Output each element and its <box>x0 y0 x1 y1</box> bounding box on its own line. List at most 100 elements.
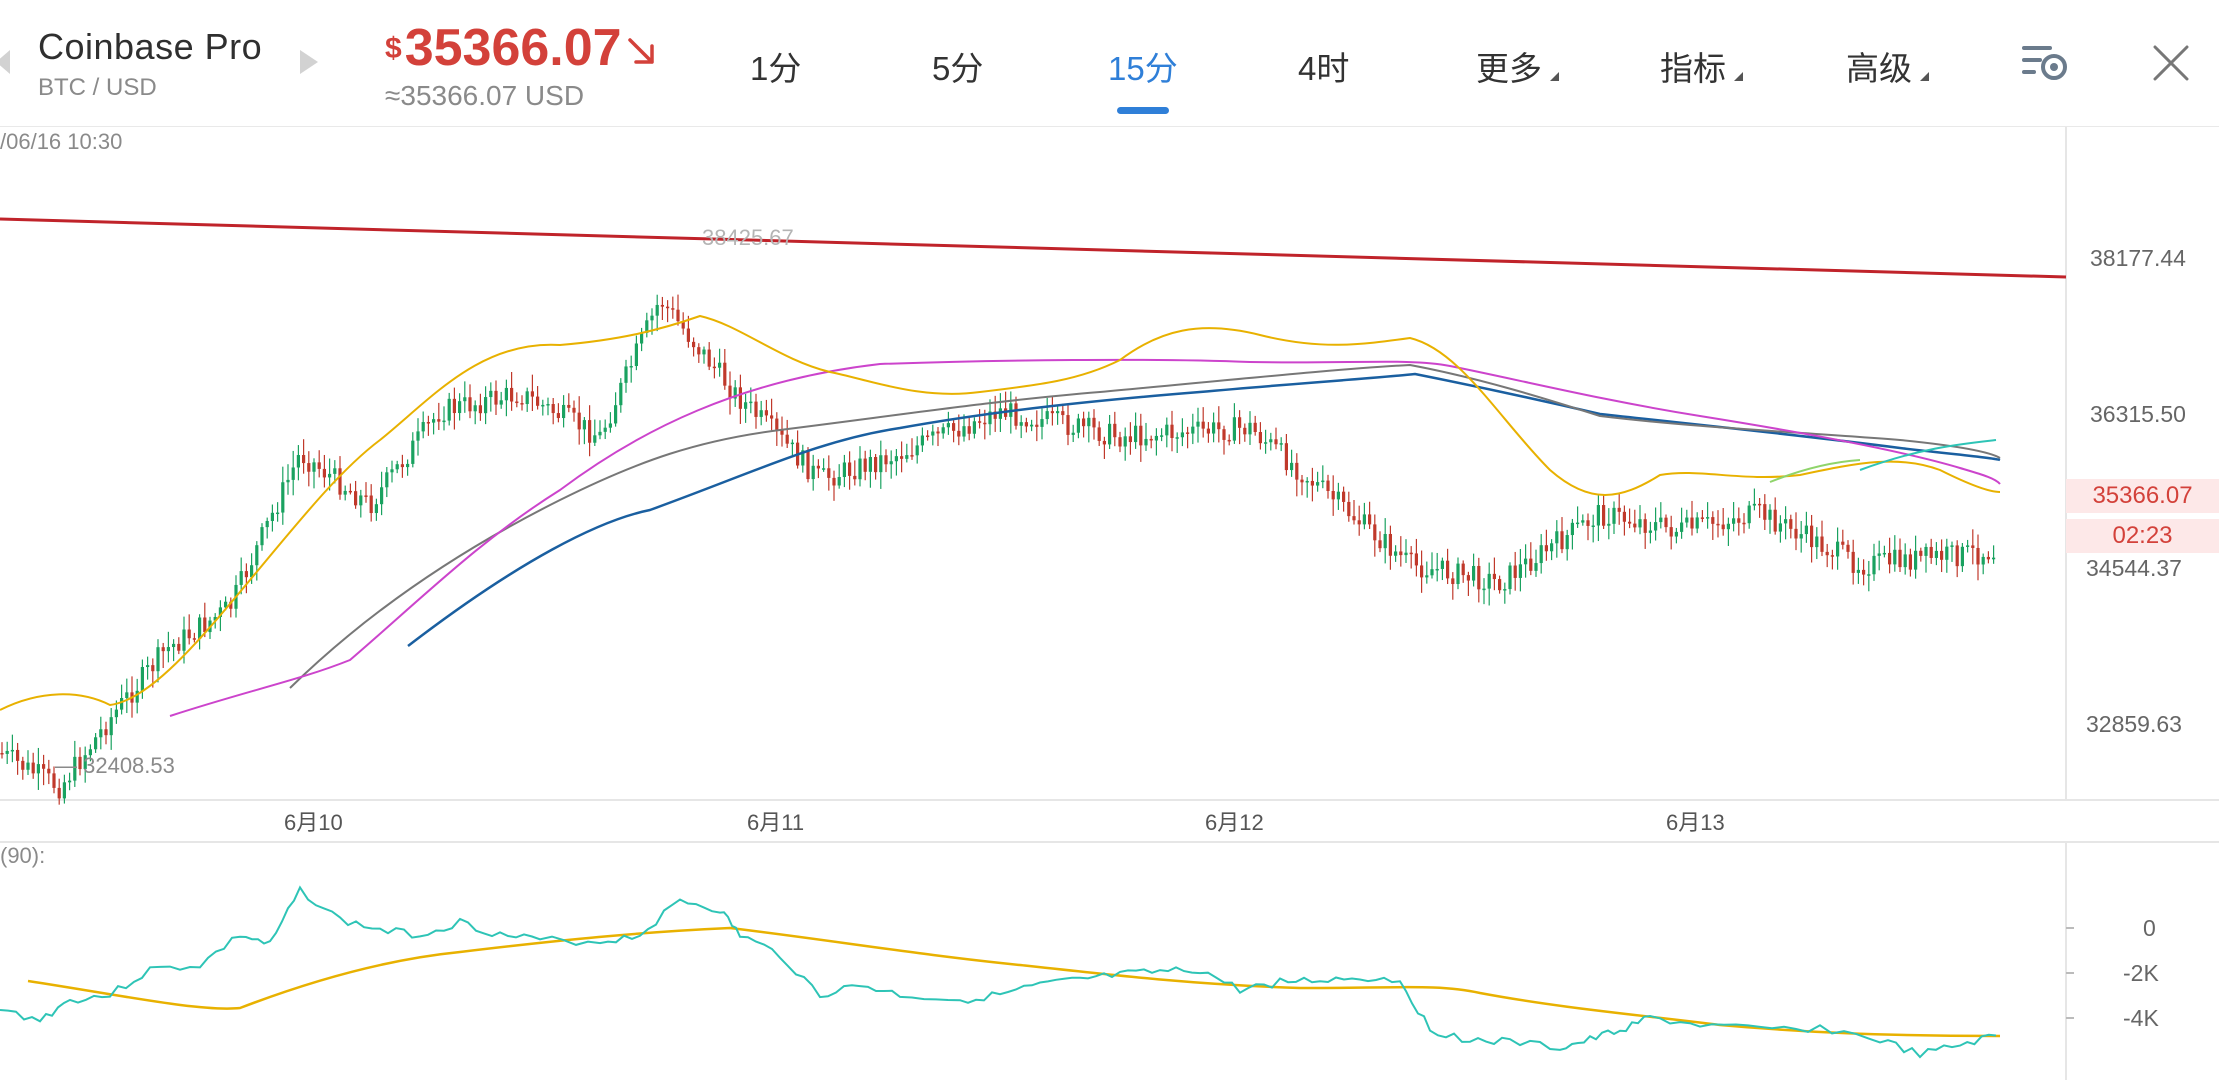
candle-body <box>120 698 124 710</box>
candle-body <box>1186 432 1190 434</box>
candle-body <box>936 431 940 434</box>
candle-body <box>879 455 883 473</box>
candle-body <box>1726 523 1730 530</box>
price-chart[interactable]: /06/16 10:30 38425.67 — 32408.53 38177.4… <box>0 127 2219 1080</box>
candle-body <box>343 490 347 495</box>
candle-body <box>1019 422 1023 426</box>
candle-body <box>359 495 363 506</box>
candle-body <box>1711 517 1715 524</box>
next-pair-icon[interactable] <box>300 50 318 74</box>
candle-body <box>187 629 191 639</box>
candle-body <box>1045 411 1049 420</box>
candle-body <box>380 487 384 505</box>
candle-body <box>842 462 846 478</box>
candle-body <box>676 309 680 322</box>
candle-body <box>1524 558 1528 565</box>
candle-body <box>1768 509 1772 520</box>
candle-body <box>1539 545 1543 564</box>
candle-body <box>1664 517 1668 528</box>
candle-body <box>1851 551 1855 573</box>
candle-body <box>1238 417 1242 428</box>
candle-body <box>1898 549 1902 568</box>
candle-body <box>1108 423 1112 445</box>
candle-body <box>551 404 555 414</box>
y-axis-label: 38177.44 <box>2090 245 2186 271</box>
candle-body <box>411 440 415 464</box>
candle-body <box>1284 443 1288 471</box>
candle-body <box>1872 555 1876 575</box>
candle-body <box>759 410 763 417</box>
candle-body <box>1440 560 1444 569</box>
candle-body <box>1602 505 1606 526</box>
indicator-y-label: -2K <box>2123 960 2159 986</box>
candle-body <box>1862 569 1866 575</box>
candle-body <box>1789 519 1793 529</box>
tab-15min[interactable]: 15分 <box>1108 50 1178 87</box>
candle-body <box>1347 501 1351 517</box>
tab-4hour[interactable]: 4时 <box>1298 50 1350 87</box>
candle-body <box>1362 514 1366 525</box>
ma-gray <box>289 363 2001 689</box>
candle-body <box>1721 524 1725 530</box>
candle-body <box>754 401 758 417</box>
candle-body <box>265 520 269 528</box>
candle-body <box>1435 568 1439 571</box>
candle-body <box>400 464 404 468</box>
candle-body <box>1570 522 1574 536</box>
candle-body <box>811 465 815 480</box>
candle-body <box>1160 435 1164 437</box>
candle-body <box>1128 436 1132 443</box>
candle-body <box>364 495 368 497</box>
candle-body <box>442 420 446 423</box>
candle-body <box>437 419 441 422</box>
tab-indicators[interactable]: 指标 <box>1660 50 1726 87</box>
candle-body <box>1295 462 1299 480</box>
candle-body <box>556 413 560 419</box>
candle-body <box>603 427 607 432</box>
candle-body <box>1248 422 1252 435</box>
y-axis-label: 32859.63 <box>2086 711 2182 737</box>
tab-more[interactable]: 更多 <box>1476 50 1542 87</box>
candle-body <box>946 423 950 428</box>
tab-1min[interactable]: 1分 <box>750 50 802 87</box>
chart-settings-icon[interactable] <box>2020 40 2070 86</box>
candle-body <box>1758 503 1762 506</box>
candle-body <box>967 426 971 434</box>
candle-body <box>1716 523 1720 526</box>
candle-body <box>296 455 300 468</box>
candle-body <box>1388 533 1392 556</box>
price-value: 35366.07 <box>404 19 622 77</box>
candle-body <box>1830 555 1834 557</box>
candle-body <box>920 435 924 446</box>
candle-body <box>1695 517 1699 529</box>
candle-body <box>686 328 690 342</box>
candle-body <box>1929 546 1933 558</box>
candle-body <box>520 403 524 405</box>
candle-body <box>962 426 966 437</box>
candle-body <box>1804 525 1808 535</box>
candle-body <box>1674 531 1678 537</box>
candle-body <box>983 422 987 425</box>
close-icon[interactable] <box>2152 44 2190 82</box>
candle-body <box>1378 540 1382 549</box>
candle-body <box>1357 520 1361 525</box>
candle-body <box>1690 517 1694 529</box>
candle-body <box>671 308 675 310</box>
candle-body <box>562 404 566 419</box>
candle-body <box>1076 418 1080 433</box>
candle-body <box>1617 507 1621 512</box>
candle-body <box>894 456 898 462</box>
candle-body <box>863 458 867 472</box>
y-axis-label: 36315.50 <box>2090 401 2186 427</box>
candle-body <box>634 343 638 367</box>
candle-body <box>926 435 930 438</box>
previous-pair-icon[interactable] <box>0 50 10 74</box>
candle-body <box>328 473 332 478</box>
candle-body <box>1451 578 1455 585</box>
indicator-label: (90): <box>0 843 46 868</box>
tab-advanced[interactable]: 高级 <box>1846 50 1912 87</box>
tab-5min[interactable]: 5分 <box>932 50 984 87</box>
candle-body <box>1752 503 1756 506</box>
candlestick-chart-canvas[interactable] <box>0 127 2219 1080</box>
candle-body <box>333 468 337 474</box>
